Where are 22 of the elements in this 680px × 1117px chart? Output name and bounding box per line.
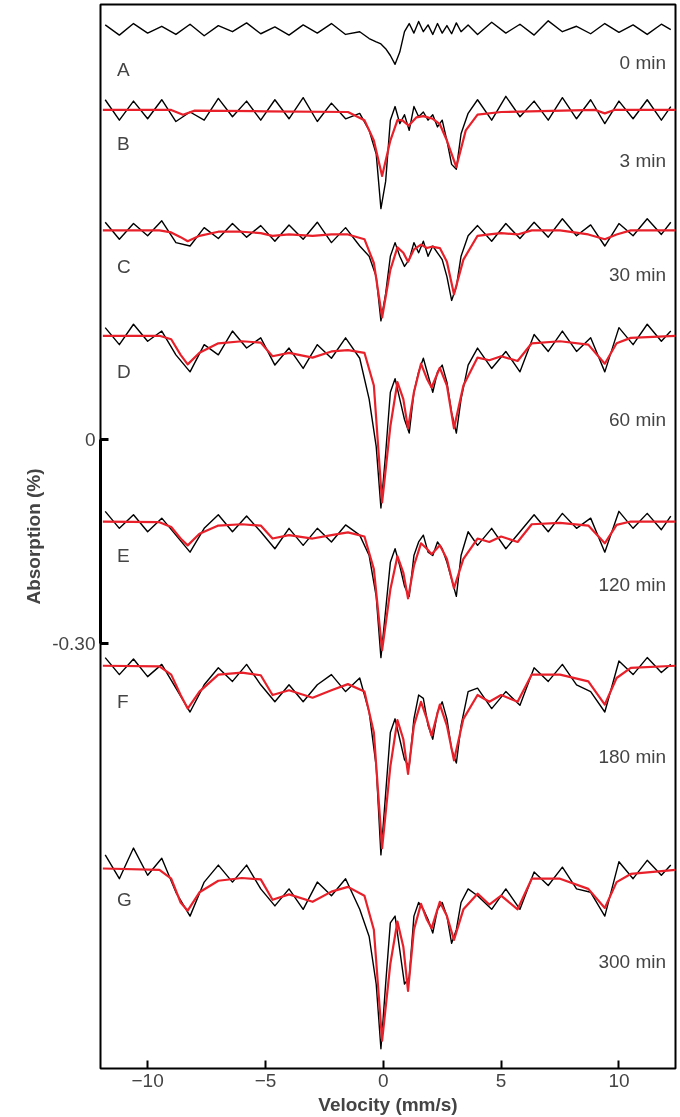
series-label: E: [117, 545, 130, 567]
series-label: A: [117, 58, 130, 80]
series-label: D: [117, 361, 131, 383]
series-label: F: [117, 691, 129, 713]
y-axis-title: Absorption (%): [23, 468, 45, 605]
x-tick-label: 5: [495, 1069, 507, 1091]
x-tick-label: 0: [378, 1069, 389, 1091]
annotation: 0 min: [619, 51, 667, 73]
x-tick-label: −10: [131, 1069, 164, 1091]
series-label: G: [117, 888, 132, 910]
annotation: 120 min: [598, 573, 667, 595]
series-label: C: [117, 255, 131, 277]
annotation: 30 min: [609, 264, 667, 286]
annotation: 60 min: [609, 408, 667, 430]
annotation: 3 min: [619, 150, 667, 172]
x-tick-label: −5: [254, 1069, 277, 1091]
annotation: 300 min: [598, 951, 667, 973]
annotation: 180 min: [598, 745, 667, 767]
y-tick-label: -0.30: [52, 633, 96, 655]
series-label: B: [117, 133, 130, 155]
x-tick-label: 10: [608, 1069, 630, 1091]
x-axis-title: Velocity (mm/s): [318, 1093, 458, 1115]
